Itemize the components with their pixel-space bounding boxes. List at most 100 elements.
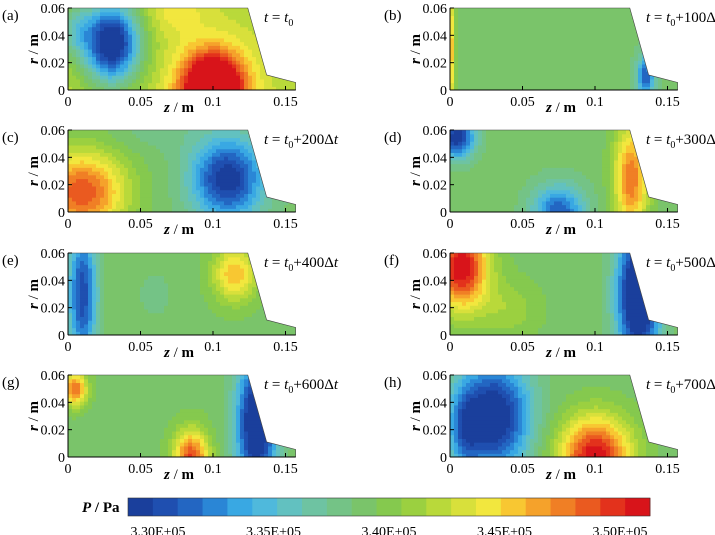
- field-cell: [284, 60, 289, 65]
- field-cell: [224, 41, 229, 46]
- field-cell: [148, 200, 153, 206]
- field-cell: [220, 45, 225, 50]
- field-cell: [586, 133, 591, 139]
- field-cell: [204, 11, 209, 17]
- field-cell: [92, 49, 97, 54]
- field-cell: [558, 152, 563, 157]
- field-cell: [248, 141, 253, 146]
- field-cell: [474, 82, 479, 87]
- field-cell: [92, 156, 97, 161]
- field-cell: [84, 189, 89, 194]
- field-cell: [498, 148, 503, 153]
- field-cell: [598, 8, 603, 13]
- field-cell: [634, 30, 639, 35]
- field-cell: [68, 152, 73, 157]
- field-cell: [100, 22, 105, 28]
- field-cell: [228, 49, 233, 54]
- field-cell: [518, 19, 523, 24]
- field-cell: [212, 86, 217, 90]
- field-cell: [144, 86, 149, 90]
- field-cell: [288, 130, 293, 135]
- field-cell: [486, 60, 491, 65]
- field-cell: [132, 148, 137, 153]
- field-cell: [280, 86, 285, 90]
- field-cell: [108, 130, 113, 135]
- field-cell: [558, 148, 563, 153]
- field-cell: [108, 185, 113, 191]
- field-cell: [534, 182, 539, 187]
- field-cell: [160, 15, 165, 20]
- field-cell: [252, 178, 257, 183]
- field-cell: [184, 11, 189, 17]
- field-cell: [642, 197, 647, 202]
- field-cell: [454, 130, 459, 135]
- field-cell: [288, 174, 293, 180]
- field-cell: [654, 41, 659, 46]
- field-cell: [546, 71, 551, 76]
- field-cell: [462, 148, 467, 153]
- field-cell: [622, 60, 627, 65]
- field-cell: [678, 71, 683, 75]
- field-cell: [276, 37, 281, 43]
- field-cell: [554, 141, 559, 146]
- field-cell: [232, 182, 237, 187]
- field-cell: [642, 156, 647, 161]
- field-cell: [506, 49, 511, 54]
- field-cell: [252, 37, 257, 43]
- field-cell: [482, 159, 487, 165]
- field-cell: [96, 156, 101, 161]
- field-cell: [614, 45, 619, 50]
- field-cell: [502, 19, 507, 24]
- field-cell: [244, 208, 249, 212]
- field-cell: [100, 63, 105, 69]
- x-axis-label: z / m: [545, 100, 577, 116]
- field-cell: [264, 167, 269, 172]
- field-cell: [188, 41, 193, 46]
- field-cell: [530, 156, 535, 161]
- field-cell: [598, 78, 603, 84]
- field-cell: [514, 185, 519, 191]
- field-cell: [288, 82, 293, 87]
- field-cell: [586, 49, 591, 54]
- field-cell: [538, 137, 543, 142]
- field-cell: [506, 152, 511, 157]
- field-cell: [292, 11, 296, 17]
- field-cell: [284, 182, 289, 187]
- field-cell: [228, 174, 233, 180]
- field-cell: [582, 15, 587, 20]
- field-cell: [176, 204, 181, 209]
- field-cell: [112, 178, 117, 183]
- field-cell: [478, 156, 483, 161]
- field-cell: [224, 11, 229, 17]
- field-cell: [514, 174, 519, 180]
- field-cell: [128, 197, 133, 202]
- field-cell: [68, 52, 73, 58]
- field-cell: [140, 204, 145, 209]
- field-cell: [502, 178, 507, 183]
- field-cell: [510, 67, 515, 72]
- field-cell: [148, 60, 153, 65]
- field-cell: [538, 41, 543, 46]
- field-cell: [462, 45, 467, 50]
- field-cell: [626, 185, 631, 191]
- field-cell: [658, 78, 663, 84]
- field-cell: [172, 34, 177, 39]
- field-cell: [550, 178, 555, 183]
- field-cell: [594, 86, 599, 90]
- field-cell: [454, 167, 459, 172]
- field-cell: [494, 75, 499, 80]
- field-cell: [618, 159, 623, 165]
- field-cell: [622, 193, 627, 198]
- field-cell: [84, 174, 89, 180]
- field-cell: [180, 37, 185, 43]
- field-cell: [606, 67, 611, 72]
- field-cell: [176, 63, 181, 69]
- field-cell: [160, 22, 165, 28]
- field-cell: [196, 71, 201, 76]
- field-cell: [200, 178, 205, 183]
- field-cell: [184, 19, 189, 24]
- field-cell: [276, 204, 281, 209]
- field-cell: [184, 141, 189, 146]
- field-cell: [638, 67, 643, 72]
- field-cell: [84, 52, 89, 58]
